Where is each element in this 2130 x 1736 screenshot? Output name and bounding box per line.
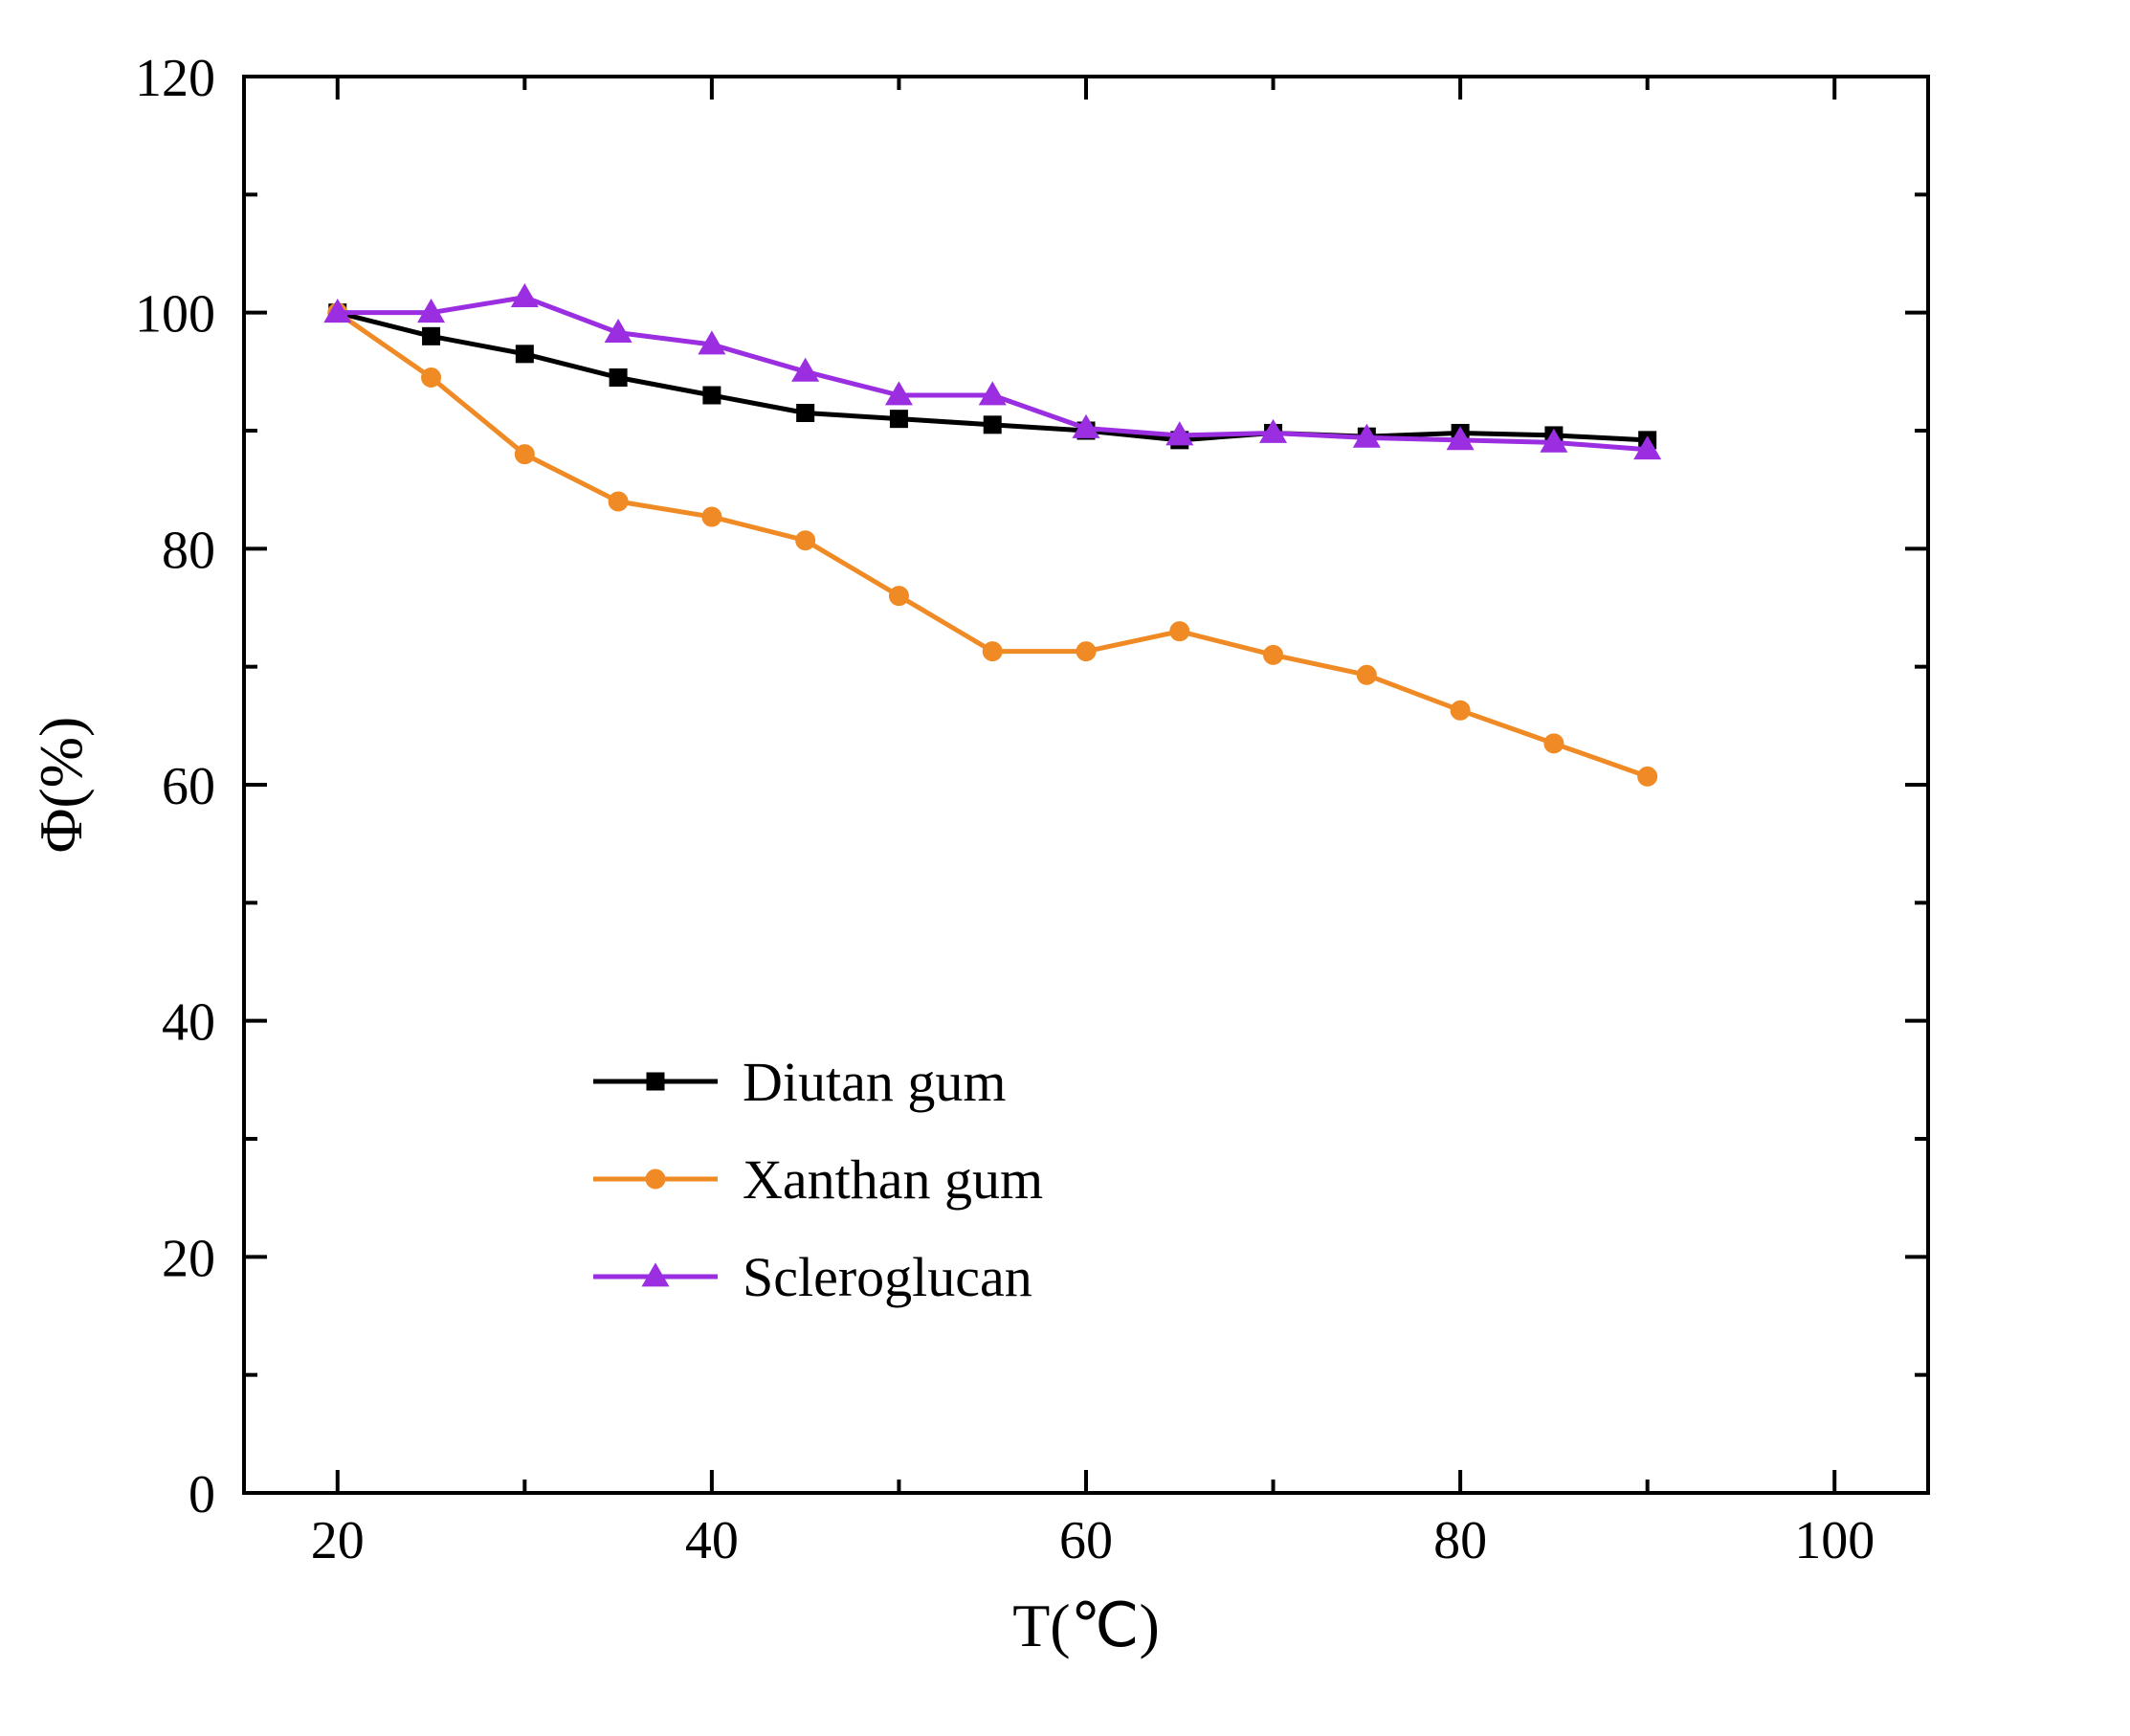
legend-label: Diutan gum: [743, 1051, 1006, 1113]
y-tick-label: 20: [162, 1229, 215, 1288]
y-tick-label: 40: [162, 993, 215, 1053]
y-tick-label: 0: [189, 1465, 215, 1525]
x-tick-label: 20: [311, 1511, 365, 1570]
x-tick-label: 60: [1059, 1511, 1113, 1570]
y-axis-title: Φ(%): [27, 717, 95, 854]
y-tick-label: 100: [135, 285, 215, 345]
x-tick-label: 100: [1794, 1511, 1875, 1570]
x-axis-title: T(℃): [1012, 1591, 1160, 1659]
legend-label: Scleroglucan: [743, 1246, 1032, 1308]
y-tick-label: 60: [162, 757, 215, 816]
y-tick-label: 80: [162, 521, 215, 580]
chart-svg: 20 40 60 80 100 0 20 40 60 80 100 120 T(℃) Φ(%) Diutan…: [0, 0, 2130, 1736]
y-tick-label: 120: [135, 49, 215, 108]
x-tick-label: 80: [1433, 1511, 1487, 1570]
legend-label: Xanthan gum: [743, 1148, 1043, 1211]
chart-container: 20 40 60 80 100 0 20 40 60 80 100 120 T(℃) Φ(%) Diutan…: [0, 0, 2130, 1736]
x-tick-label: 40: [685, 1511, 739, 1570]
